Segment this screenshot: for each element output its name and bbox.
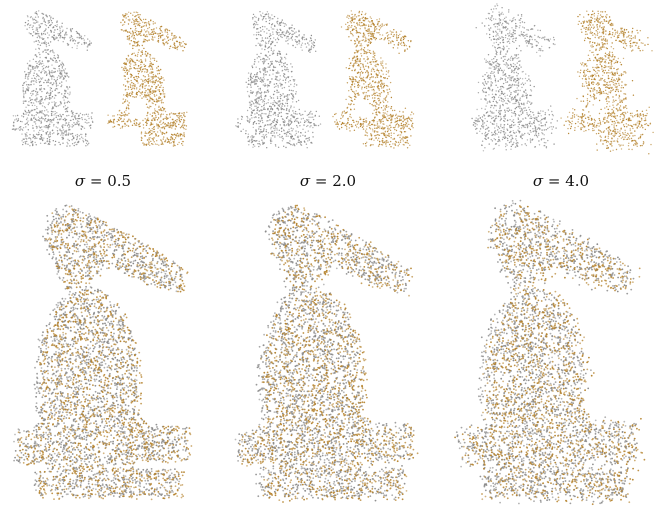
caption-sigma-2-0: σ = 2.0 (248, 172, 408, 190)
point-cloud-pair-0 (11, 10, 188, 147)
registered-overlay-2 (454, 199, 646, 506)
sigma-symbol: σ (300, 172, 310, 190)
top-pair-sigma-0-5 (10, 8, 188, 158)
target-cloud-orange (332, 10, 415, 149)
point-cloud-pair-2 (471, 3, 654, 155)
target-cloud-orange (107, 11, 188, 147)
registered-overlay-1 (234, 204, 419, 503)
overlay-gray (234, 205, 415, 502)
sigma-symbol: σ (75, 172, 85, 190)
source-cloud-gray (235, 11, 322, 149)
overlay-sigma-4-0 (454, 198, 654, 523)
top-pair-sigma-2-0 (235, 8, 415, 158)
caption-value: = 2.0 (310, 172, 356, 190)
overlay-gray (13, 204, 189, 498)
caption-value: = 4.0 (543, 172, 589, 190)
registered-overlay-0 (13, 204, 193, 501)
source-cloud-gray (471, 3, 558, 152)
caption-value: = 0.5 (85, 172, 131, 190)
point-cloud-pair-1 (235, 10, 415, 149)
overlay-sigma-2-0 (232, 198, 432, 523)
overlay-orange (454, 204, 646, 506)
target-cloud-orange (560, 10, 654, 155)
overlay-orange (238, 204, 419, 503)
source-cloud-gray (11, 10, 94, 147)
caption-sigma-0-5: σ = 0.5 (23, 172, 183, 190)
caption-sigma-4-0: σ = 4.0 (481, 172, 641, 190)
overlay-orange (16, 205, 193, 501)
overlay-sigma-0-5 (8, 198, 208, 523)
top-pair-sigma-4-0 (470, 3, 654, 158)
sigma-symbol: σ (533, 172, 543, 190)
